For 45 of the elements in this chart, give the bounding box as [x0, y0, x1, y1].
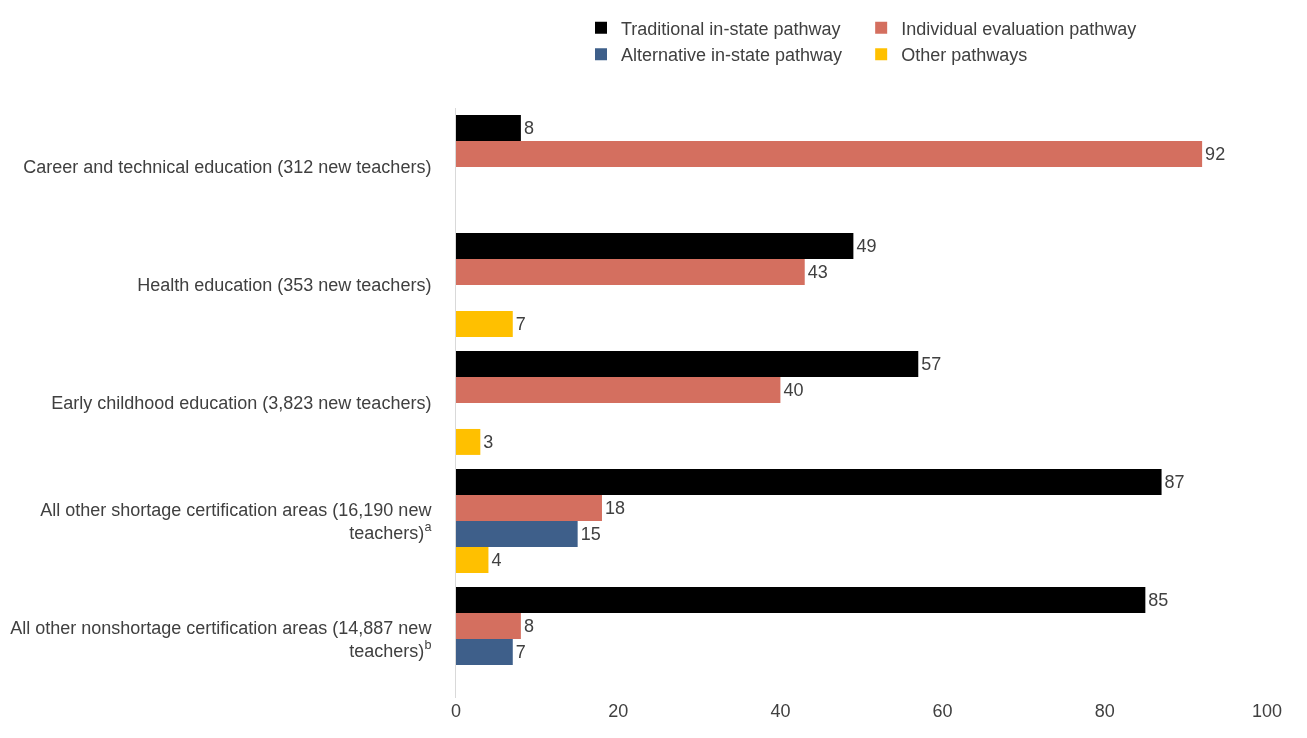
bar	[456, 495, 602, 521]
bar	[456, 259, 805, 285]
data-label: 87	[1164, 472, 1185, 493]
data-label: 7	[515, 641, 526, 662]
bar	[456, 351, 919, 378]
legend-label: Traditional in-state pathway	[621, 18, 841, 39]
data-label: 8	[523, 616, 534, 637]
data-label: 85	[1148, 590, 1169, 611]
x-tick-label: 20	[608, 701, 629, 721]
x-tick-label: 100	[1251, 701, 1283, 721]
x-tick-label: 80	[1094, 701, 1115, 721]
bar	[456, 521, 578, 547]
y-tick-label: Early childhood education (3,823 new teachers)	[51, 393, 432, 414]
data-label: 92	[1205, 144, 1226, 165]
data-label: 57	[921, 354, 942, 375]
data-label: 43	[807, 262, 828, 283]
bar	[456, 546, 489, 573]
bar	[456, 587, 1146, 614]
bar	[456, 469, 1162, 496]
data-label: 15	[580, 523, 601, 544]
data-label: 49	[856, 236, 877, 257]
data-label: 7	[515, 313, 526, 334]
x-tick-label: 0	[450, 701, 462, 721]
data-label: 8	[523, 118, 534, 139]
bar	[456, 613, 521, 639]
bar	[456, 233, 854, 260]
legend-label: Other pathways	[901, 45, 1028, 66]
y-tick-label: Career and technical education (312 new teachers)	[23, 157, 432, 178]
x-tick-label: 60	[932, 701, 953, 721]
data-label: 4	[491, 549, 502, 570]
bar	[456, 141, 1203, 167]
bar	[456, 428, 481, 455]
y-tick-label: Health education (353 new teachers)	[137, 275, 432, 296]
bar	[456, 115, 521, 142]
legend-label: Individual evaluation pathway	[901, 18, 1137, 39]
x-tick-label: 40	[770, 701, 791, 721]
data-label: 40	[783, 380, 804, 401]
y-tick-label: All other nonshortage certification areas (14,887 new teachers)$^{b}$	[10, 617, 433, 661]
bar	[456, 639, 513, 665]
bar	[456, 310, 513, 337]
data-label: 18	[604, 498, 626, 519]
y-tick-label: All other shortage certification areas (16,190 new teachers)$^{a}$	[40, 499, 433, 543]
legend-label: Alternative in-state pathway	[621, 45, 843, 66]
data-label: 3	[483, 431, 494, 452]
bar	[456, 377, 781, 403]
